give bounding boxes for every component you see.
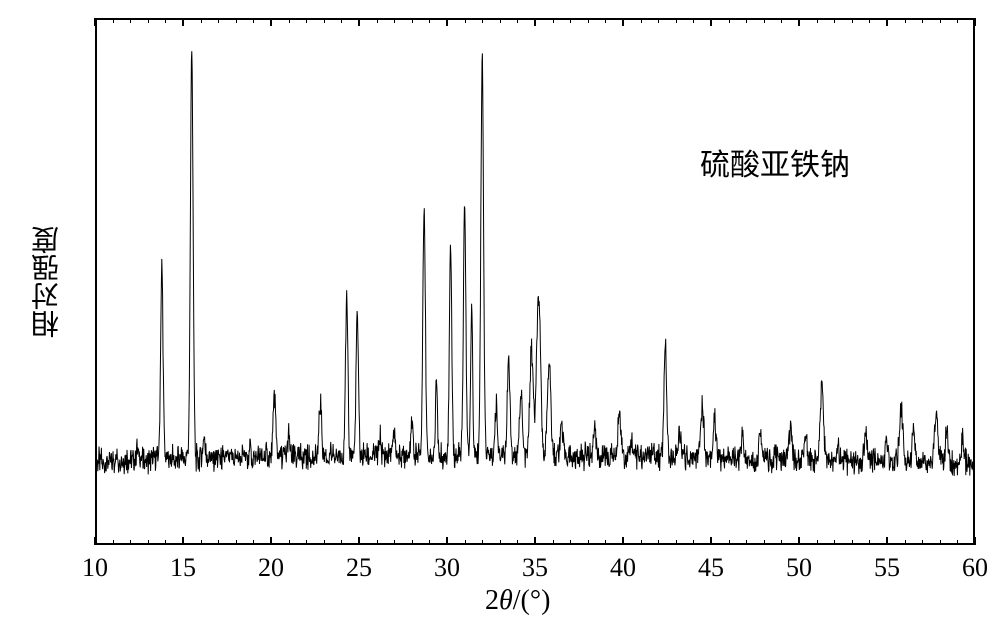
x-tick-label: 15 [170,553,196,583]
x-tick-label: 50 [786,553,812,583]
x-tick-label: 45 [698,553,724,583]
x-tick-label: 20 [258,553,284,583]
x-tick-label: 30 [434,553,460,583]
legend-label: 硫酸亚铁钠 [700,140,850,184]
x-axis-label: 2θ/(°) [485,585,550,617]
x-tick-label: 10 [82,553,108,583]
xrd-line-svg [95,18,975,545]
x-tick-label: 40 [610,553,636,583]
xrd-chart: 相对强度 2θ/(°) 硫酸亚铁钠 10 15 20 25 30 35 40 45 50 55 60 [0,0,1000,628]
y-axis-label: 相对强度 [28,212,68,352]
x-tick-label: 55 [874,553,900,583]
x-tick-label: 60 [962,553,988,583]
x-tick-label: 25 [346,553,372,583]
x-tick-label: 35 [522,553,548,583]
